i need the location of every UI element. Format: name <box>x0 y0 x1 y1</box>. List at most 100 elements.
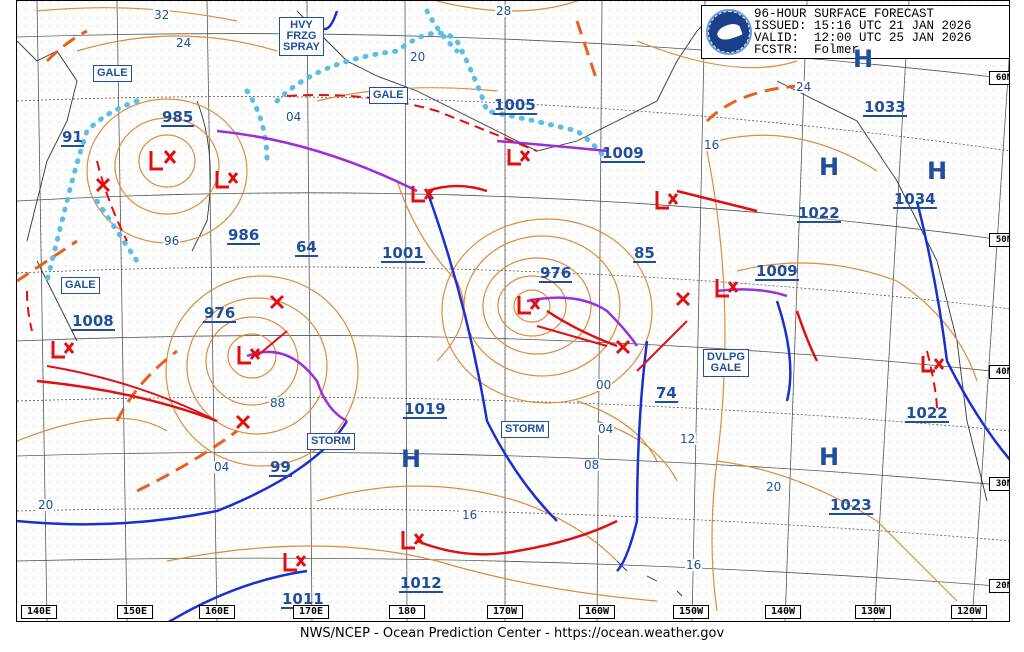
meridian-160e <box>206 1 218 621</box>
isobar-976c-ring <box>497 275 567 337</box>
high-symbol-1022: H <box>819 153 840 181</box>
parallel-40n <box>17 335 1009 374</box>
lon-label-170e: 170E <box>293 605 329 619</box>
noaa-logo <box>706 9 752 55</box>
lon-label-130w: 130W <box>855 605 891 619</box>
isobar-24-nw <box>76 35 278 52</box>
trough-w <box>17 239 78 283</box>
pressure-1022-east: 1022 <box>797 204 841 223</box>
cold-front-c2 <box>616 340 649 572</box>
x-marker-sw <box>235 414 251 430</box>
gale-label-w: GALE <box>61 277 100 294</box>
isobar-label-32: 32 <box>153 8 171 22</box>
pressure-1009-north: 1009 <box>601 144 645 163</box>
storm-label-w: STORM <box>307 433 355 450</box>
trough-ne <box>705 84 798 123</box>
lon-label-160w: 160W <box>579 605 615 619</box>
cold-front-east <box>775 300 792 402</box>
isobar-1012 <box>166 545 658 602</box>
isobar-976w-outer <box>186 297 328 435</box>
isobar-label-16-s: 16 <box>685 558 703 572</box>
coast-kamchatka <box>191 100 211 252</box>
graticule <box>17 1 1009 621</box>
track-w <box>26 290 33 332</box>
low-marker-1001 <box>411 186 435 203</box>
meridian-140e <box>36 1 48 621</box>
pressure-1034: 1034 <box>893 190 937 209</box>
coast-japan <box>36 260 78 342</box>
lat-label-30n: 30N <box>989 477 1009 491</box>
meridian-120w <box>971 55 1009 621</box>
low-marker-986 <box>215 171 239 189</box>
ice-edge-okhotsk <box>44 98 140 284</box>
map-canvas <box>17 1 1009 621</box>
cold-front-south <box>167 569 308 621</box>
low-marker-976c <box>517 296 541 315</box>
pressure-91: 91 <box>61 128 84 147</box>
warm-front-south <box>416 519 618 556</box>
pressure-74: 74 <box>655 384 678 403</box>
trough-n <box>575 20 599 82</box>
high-symbol-1033: H <box>853 45 874 73</box>
occluded-front-985 <box>216 129 418 193</box>
storm-label-c: STORM <box>501 421 549 438</box>
high-symbol-1019: H <box>401 445 422 473</box>
arrow-c <box>536 325 608 347</box>
isobar-label-08: 08 <box>583 458 601 472</box>
pressure-1019: 1019 <box>403 400 447 419</box>
x-marker-w <box>269 294 285 310</box>
lon-label-160e: 160E <box>199 605 235 619</box>
pressure-1009-east: 1009 <box>755 262 799 281</box>
low-marker-85 <box>655 191 679 210</box>
storm-tracks <box>26 94 938 412</box>
parallel-20n <box>17 557 1009 588</box>
pressure-64: 64 <box>295 238 318 257</box>
parallel-60n <box>17 33 1009 80</box>
low-marker-1005 <box>507 149 531 166</box>
isobar-24-ne <box>636 40 798 69</box>
isobar-label-20-n: 20 <box>409 50 427 64</box>
isobar-label-16-c: 16 <box>461 508 479 522</box>
pressure-1008: 1008 <box>71 312 115 331</box>
hvy-frzg-spray-label: HVY FRZG SPRAY <box>279 17 324 56</box>
parallel-25n <box>17 507 1009 542</box>
low-marker-1009e <box>715 279 739 298</box>
high-symbol-1034: H <box>927 157 948 185</box>
isobars <box>17 1 978 612</box>
warm-front-ne <box>676 189 758 213</box>
pressure-1012: 1012 <box>399 574 443 593</box>
pressure-1022-coast: 1022 <box>905 404 949 423</box>
low-marker-985 <box>149 150 177 171</box>
forecaster-line: FCSTR: Folmer <box>754 43 860 57</box>
x-marker-e <box>675 291 691 307</box>
cold-front-coast <box>915 200 1009 461</box>
meridian-170e <box>306 1 313 621</box>
isobar-16-e <box>706 150 726 612</box>
isobar-label-88: 88 <box>269 396 287 410</box>
arrow-976w <box>256 330 288 357</box>
map-frame: 96-HOUR SURFACE FORECAST ISSUED: 15:16 U… <box>16 0 1010 622</box>
dvlpg-gale-label: DVLPG GALE <box>703 349 749 377</box>
ice-edge-bering <box>274 30 610 164</box>
pressure-1023: 1023 <box>829 496 873 515</box>
track-coast <box>926 350 938 412</box>
isobar-label-20-e: 20 <box>765 480 783 494</box>
isobar-985-inner <box>138 134 196 188</box>
isobar-label-16-ne: 16 <box>703 138 721 152</box>
isobar-ne-1 <box>736 262 978 382</box>
gale-label-n: GALE <box>369 87 408 104</box>
dot-grid <box>17 1 1009 621</box>
low-marker-1008 <box>51 341 75 359</box>
coast-asia <box>17 40 78 242</box>
ice-edge <box>44 8 610 284</box>
pressure-986: 986 <box>227 226 261 245</box>
pressure-1001: 1001 <box>381 244 425 263</box>
isobar-label-12: 12 <box>679 432 697 446</box>
x-marker-c <box>615 339 631 355</box>
lon-label-140w: 140W <box>765 605 801 619</box>
isobar-label-96: 96 <box>163 234 181 248</box>
forecast-title: 96-HOUR SURFACE FORECAST <box>754 7 935 21</box>
pressure-1033: 1033 <box>863 98 907 117</box>
meridian-140w <box>784 1 808 621</box>
isobar-label-28: 28 <box>495 4 513 18</box>
